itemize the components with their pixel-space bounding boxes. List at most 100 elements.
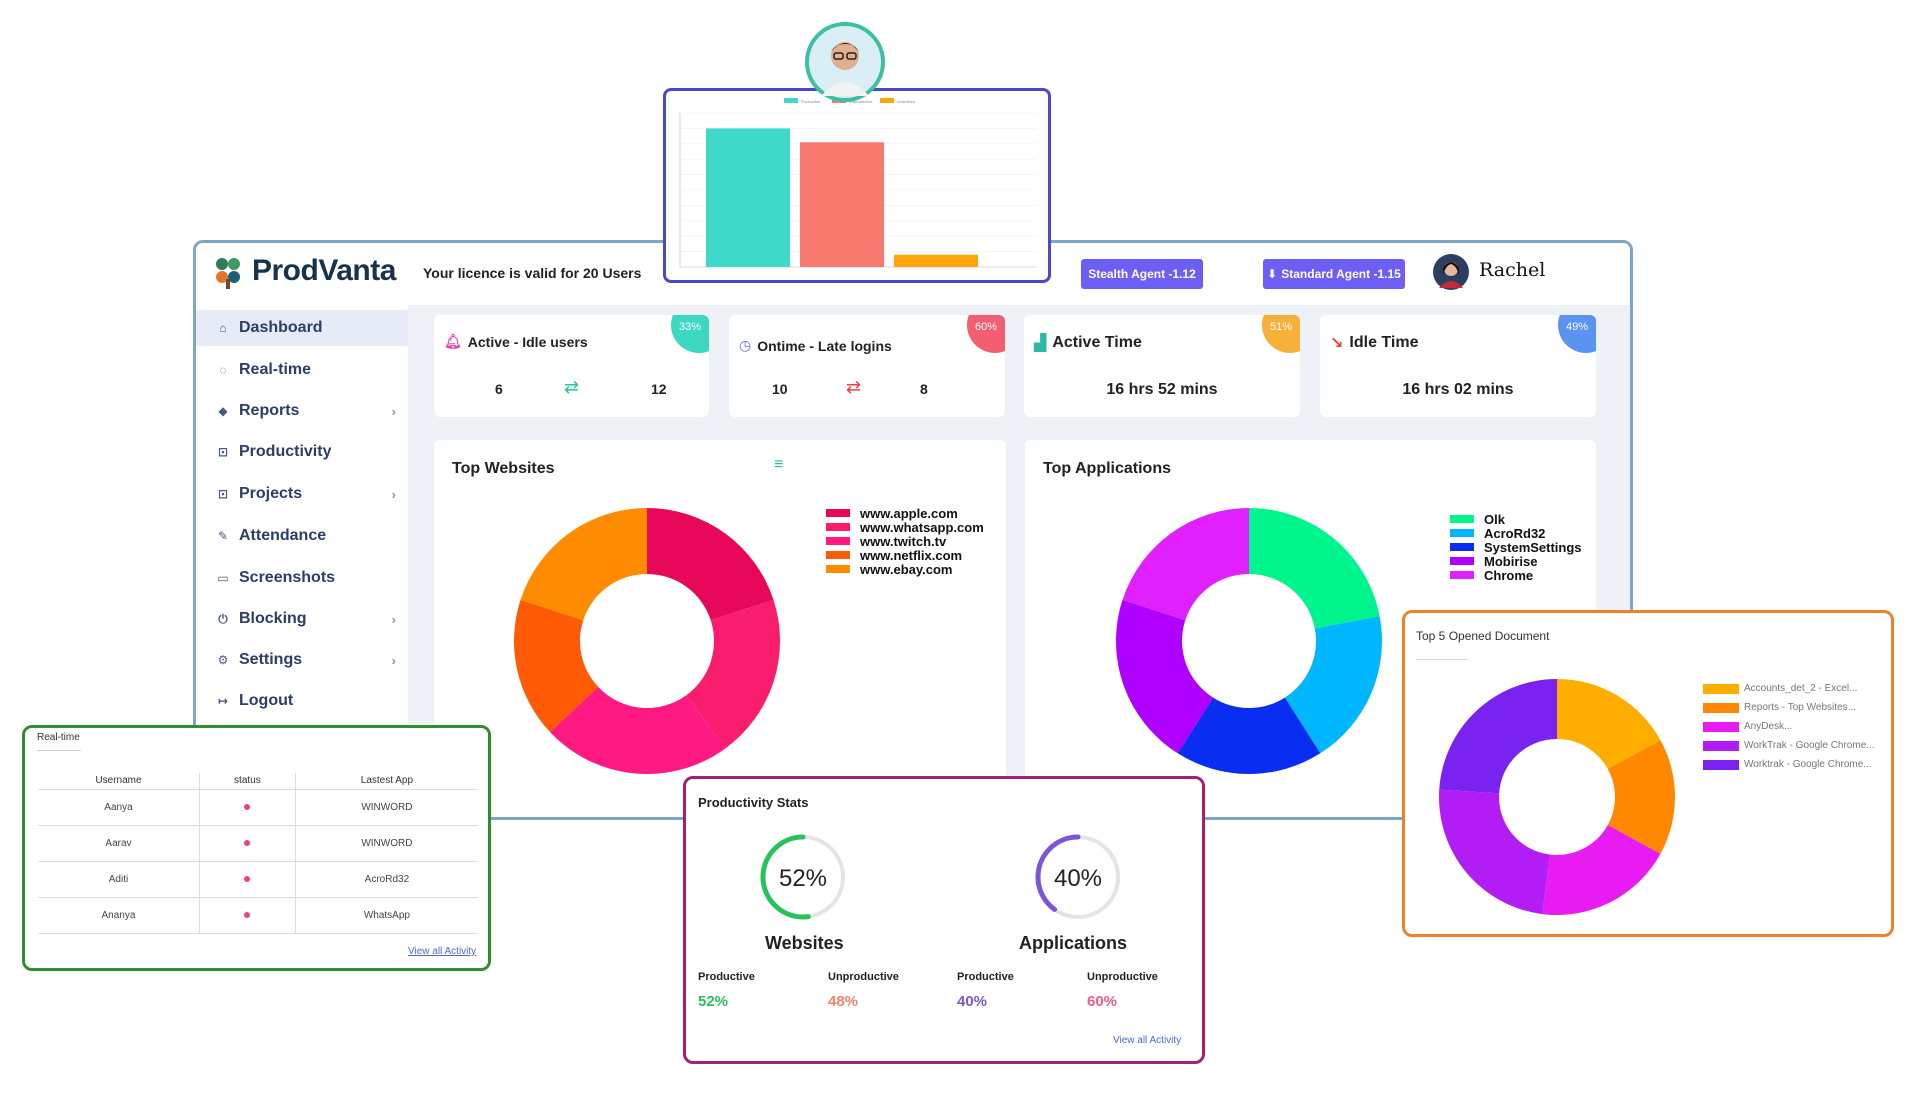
- user-name[interactable]: Rachel: [1479, 259, 1546, 281]
- sidebar-item-attendance[interactable]: ✎ Attendance: [196, 518, 408, 554]
- applications-productive-value: 40%: [957, 993, 988, 1010]
- sidebar-item-label: Blocking: [239, 610, 307, 627]
- sidebar-item-productivity[interactable]: ⊡ Productivity: [196, 434, 408, 470]
- bar-chart-panel: Productive Unproductive Undefined: [663, 88, 1051, 283]
- legend-item[interactable]: Accounts_det_2 - Excel...: [1703, 679, 1875, 698]
- standard-agent-label: Standard Agent -1.15: [1281, 267, 1401, 281]
- menu-icon[interactable]: ≡: [774, 456, 784, 473]
- bar[interactable]: [706, 128, 790, 267]
- reports-icon: ◆: [218, 404, 228, 418]
- legend-swatch: [1703, 740, 1739, 751]
- legend-swatch: [1703, 702, 1739, 713]
- status-cell: [198, 825, 296, 862]
- donut-slice[interactable]: [1542, 824, 1661, 915]
- donut-slice[interactable]: [1607, 740, 1675, 854]
- legend-item[interactable]: Chrome: [1450, 568, 1582, 583]
- legend-item[interactable]: WorkTrak - Google Chrome...: [1703, 736, 1875, 755]
- gear-icon: ⚙: [217, 653, 229, 667]
- applications-productive-key: Productive: [957, 971, 1014, 983]
- donut-slice[interactable]: [1177, 697, 1321, 774]
- legend-swatch: [1703, 683, 1739, 694]
- app-cell: WINWORD: [294, 789, 478, 826]
- donut-slice[interactable]: [686, 599, 780, 749]
- column-header: status: [198, 773, 296, 790]
- donut-slice[interactable]: [1249, 508, 1380, 629]
- sidebar-item-projects[interactable]: ⊡ Projects ›: [196, 476, 408, 512]
- bar[interactable]: [800, 142, 884, 267]
- sidebar-item-screenshots[interactable]: ▭ Screenshots: [196, 560, 408, 596]
- active-idle-card[interactable]: 🔔︎ Active - Idle users 33% 6 ⇄ 12: [434, 315, 709, 417]
- donut-slice[interactable]: [520, 508, 647, 621]
- legend-item[interactable]: AcroRd32: [1450, 526, 1582, 541]
- swap-icon: ⇄: [564, 377, 580, 397]
- bell-icon: 🔔︎: [444, 333, 462, 349]
- table-row[interactable]: Aditi AcroRd32: [38, 861, 478, 898]
- legend-item[interactable]: www.apple.com: [826, 506, 984, 521]
- table-row[interactable]: Ananya WhatsApp: [38, 897, 478, 934]
- chevron-right-icon: ›: [391, 611, 396, 627]
- legend-label: Accounts_det_2 - Excel...: [1744, 683, 1858, 694]
- user-avatar[interactable]: [1433, 254, 1469, 290]
- legend-item[interactable]: Reports - Top Websites...: [1703, 698, 1875, 717]
- active-users-count: 6: [495, 381, 503, 397]
- sidebar-item-logout[interactable]: ↦ Logout: [196, 683, 408, 719]
- standard-agent-button[interactable]: ⬇ Standard Agent -1.15: [1263, 259, 1405, 289]
- sidebar-item-real-time[interactable]: ◌ Real-time: [196, 352, 408, 388]
- websites-label: Websites: [765, 933, 844, 953]
- legend-swatch: [1450, 557, 1474, 565]
- top-applications-title: Top Applications: [1043, 460, 1171, 477]
- donut-slice[interactable]: [1122, 508, 1249, 621]
- top-applications-donut: [1116, 508, 1382, 774]
- top-websites-legend: www.apple.com www.whatsapp.com www.twitch.…: [826, 506, 984, 577]
- legend-item[interactable]: SystemSettings: [1450, 540, 1582, 555]
- status-dot: [244, 875, 251, 882]
- legend-item[interactable]: Mobirise: [1450, 554, 1582, 569]
- ontime-late-title-row: ◷ Ontime - Late logins: [739, 337, 892, 354]
- brand-name[interactable]: ProdVanta: [252, 254, 396, 287]
- donut-slice[interactable]: [1116, 599, 1214, 754]
- legend-item[interactable]: www.whatsapp.com: [826, 520, 984, 535]
- pen-icon: ✎: [217, 529, 229, 543]
- legend-label: WorkTrak - Google Chrome...: [1744, 740, 1875, 751]
- donut-slice[interactable]: [1439, 789, 1550, 915]
- legend-swatch: [826, 509, 850, 517]
- status-cell: [198, 789, 296, 826]
- donut-slice[interactable]: [1284, 616, 1382, 754]
- donut-slice[interactable]: [647, 508, 774, 621]
- lock-icon: ⊡: [217, 487, 229, 501]
- legend-item[interactable]: www.netflix.com: [826, 547, 984, 563]
- donut-slice[interactable]: [514, 599, 599, 733]
- active-time-title: Active Time: [1052, 334, 1142, 351]
- sidebar-item-dashboard[interactable]: ⌂ Dashboard: [196, 310, 408, 346]
- legend-item[interactable]: www.ebay.com: [826, 562, 984, 577]
- donut-slice[interactable]: [550, 686, 726, 774]
- top-documents-donut: [1439, 679, 1675, 915]
- stealth-agent-button[interactable]: Stealth Agent -1.12: [1081, 259, 1203, 289]
- idle-time-card[interactable]: ↘ Idle Time 49% 16 hrs 02 mins: [1320, 315, 1596, 417]
- table-row[interactable]: Aanya WINWORD: [38, 789, 478, 826]
- legend-item[interactable]: www.twitch.tv: [826, 534, 984, 549]
- sidebar-item-reports[interactable]: ◆ Reports ›: [196, 393, 408, 429]
- bar[interactable]: [894, 254, 978, 267]
- ontime-count: 10: [772, 381, 788, 397]
- ontime-late-card[interactable]: ◷ Ontime - Late logins 60% 10 ⇄ 8: [729, 315, 1005, 417]
- view-all-activity-link[interactable]: View all Activity: [408, 946, 477, 957]
- sidebar-item-blocking[interactable]: ⏻ Blocking ›: [196, 601, 408, 637]
- legend-label: AnyDesk...: [1744, 721, 1793, 732]
- bar-legend-swatch: [880, 98, 894, 103]
- table-row[interactable]: Aarav WINWORD: [38, 825, 478, 862]
- sidebar-item-label: Dashboard: [239, 319, 323, 336]
- legend-item[interactable]: AnyDesk...: [1703, 717, 1875, 736]
- legend-item[interactable]: Olk: [1450, 512, 1582, 527]
- view-all-activity-link[interactable]: View all Activity: [1113, 1035, 1182, 1046]
- status-dot: [244, 911, 251, 918]
- legend-swatch: [826, 565, 850, 573]
- donut-slice[interactable]: [1439, 679, 1557, 794]
- legend-label: www.netflix.com: [860, 547, 963, 563]
- active-time-card[interactable]: ▟ Active Time 51% 16 hrs 52 mins: [1024, 315, 1300, 417]
- legend-item[interactable]: Worktrak - Google Chrome...: [1703, 755, 1875, 774]
- sidebar-item-settings[interactable]: ⚙ Settings ›: [196, 642, 408, 678]
- donut-slice[interactable]: [1557, 679, 1661, 770]
- idle-users-count: 12: [651, 381, 667, 397]
- bar-legend-label: Undefined: [897, 99, 915, 104]
